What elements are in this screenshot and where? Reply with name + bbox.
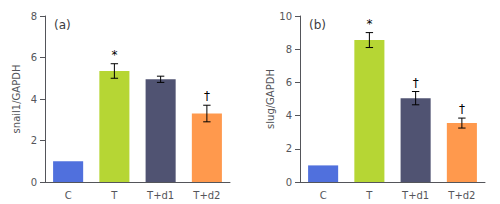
svg-text:snail1/GAPDH: snail1/GAPDH [11, 65, 22, 134]
svg-text:T+d2: T+d2 [447, 190, 475, 201]
svg-text:C: C [320, 190, 327, 201]
svg-text:T: T [365, 190, 373, 201]
svg-text:0: 0 [31, 177, 37, 188]
svg-text:2: 2 [31, 135, 37, 146]
svg-text:4: 4 [286, 110, 292, 121]
svg-text:T: T [110, 190, 118, 201]
svg-text:†: † [413, 76, 419, 90]
svg-text:†: † [204, 89, 210, 103]
svg-text:T+d1: T+d1 [146, 190, 174, 201]
svg-text:†: † [459, 102, 465, 116]
svg-text:T+d2: T+d2 [192, 190, 220, 201]
svg-text:(a): (a) [54, 18, 71, 32]
svg-text:*: * [111, 48, 117, 62]
svg-text:C: C [65, 190, 72, 201]
svg-text:(b): (b) [309, 18, 326, 32]
svg-text:8: 8 [286, 44, 292, 55]
svg-text:slug/GAPDH: slug/GAPDH [265, 69, 276, 129]
svg-text:10: 10 [279, 11, 292, 22]
svg-text:6: 6 [286, 77, 292, 88]
svg-text:4: 4 [31, 94, 37, 105]
svg-text:6: 6 [31, 52, 37, 63]
svg-text:0: 0 [286, 177, 292, 188]
svg-text:2: 2 [286, 143, 292, 154]
svg-text:T+d1: T+d1 [401, 190, 429, 201]
svg-text:*: * [366, 17, 372, 31]
svg-text:8: 8 [31, 11, 37, 22]
